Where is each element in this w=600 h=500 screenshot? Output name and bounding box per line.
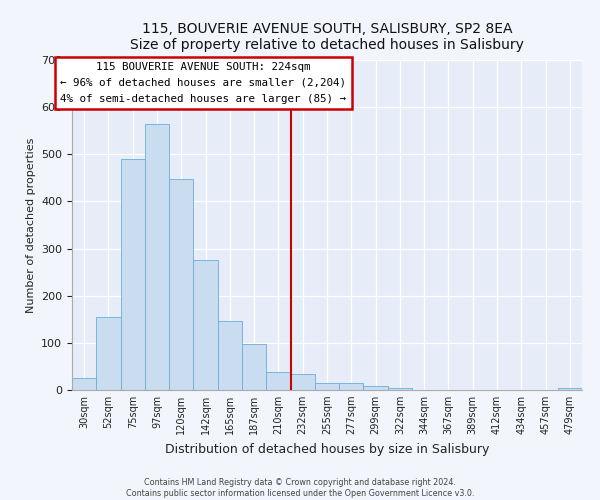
X-axis label: Distribution of detached houses by size in Salisbury: Distribution of detached houses by size …	[165, 442, 489, 456]
Bar	[169, 180, 193, 390]
Bar	[193, 260, 218, 390]
Title: 115, BOUVERIE AVENUE SOUTH, SALISBURY, SP2 8EA
Size of property relative to deta: 115, BOUVERIE AVENUE SOUTH, SALISBURY, S…	[130, 22, 524, 52]
Y-axis label: Number of detached properties: Number of detached properties	[26, 138, 35, 312]
Bar	[315, 383, 339, 390]
Text: 115 BOUVERIE AVENUE SOUTH: 224sqm
← 96% of detached houses are smaller (2,204)
4: 115 BOUVERIE AVENUE SOUTH: 224sqm ← 96% …	[60, 62, 346, 104]
Bar	[121, 159, 145, 390]
Bar	[388, 388, 412, 390]
Bar	[72, 378, 96, 390]
Bar	[364, 386, 388, 390]
Bar	[242, 344, 266, 390]
Bar	[218, 320, 242, 390]
Bar	[145, 124, 169, 390]
Bar	[96, 317, 121, 390]
Bar	[290, 374, 315, 390]
Bar	[339, 383, 364, 390]
Bar	[266, 372, 290, 390]
Bar	[558, 388, 582, 390]
Text: Contains HM Land Registry data © Crown copyright and database right 2024.
Contai: Contains HM Land Registry data © Crown c…	[126, 478, 474, 498]
